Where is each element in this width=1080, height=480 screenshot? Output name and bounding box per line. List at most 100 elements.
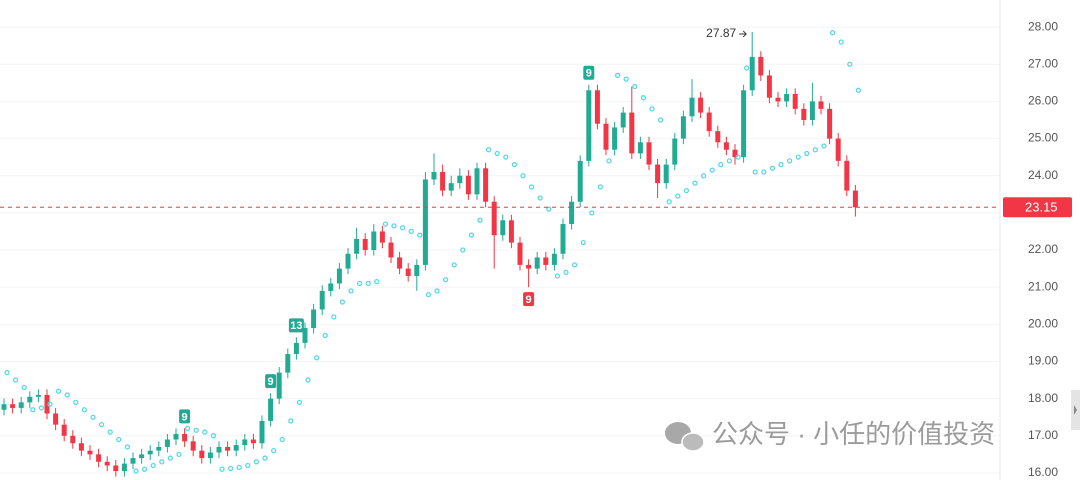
- candle-body: [637, 142, 643, 154]
- y-tick-label: 25.00: [1028, 131, 1058, 145]
- sar-dot: [202, 429, 208, 435]
- sar-dot: [606, 158, 612, 164]
- marker-badge: [523, 292, 535, 307]
- candle-body: [517, 242, 523, 265]
- candle-body: [27, 396, 33, 403]
- sar-dot: [107, 429, 113, 435]
- max-annotation: 27.87: [706, 26, 736, 40]
- sar-dot: [520, 173, 526, 179]
- sar-dot: [176, 451, 182, 458]
- marker-label: 13: [290, 320, 302, 332]
- y-tick-label: 17.00: [1028, 428, 1058, 442]
- y-tick-label: 18.00: [1028, 391, 1058, 405]
- wechat-icon: [681, 432, 705, 452]
- sar-dot: [752, 169, 758, 175]
- candle-body: [749, 56, 755, 91]
- sar-dot: [442, 277, 449, 283]
- candle-body: [852, 190, 858, 208]
- candle-body: [560, 224, 566, 254]
- sar-dot: [288, 418, 294, 424]
- candle-body: [792, 93, 798, 109]
- sar-dot: [55, 388, 62, 394]
- sar-dot: [313, 355, 320, 361]
- sar-dot: [382, 221, 389, 227]
- candle-body: [147, 450, 153, 455]
- candle-body: [345, 253, 351, 269]
- sar-dot: [73, 399, 79, 406]
- sar-dot: [468, 232, 475, 238]
- candle-body: [207, 452, 213, 459]
- sar-dot: [64, 392, 70, 398]
- sar-dot: [150, 462, 156, 469]
- sar-dot: [649, 106, 655, 112]
- candle-body: [190, 441, 196, 451]
- sar-dot: [855, 87, 862, 93]
- sar-dot: [829, 30, 836, 36]
- sar-dot: [666, 199, 672, 205]
- sar-dot: [632, 83, 638, 90]
- sar-dot: [331, 314, 337, 320]
- candle-body: [130, 458, 136, 464]
- candle-body: [646, 142, 652, 165]
- sar-dot: [270, 448, 277, 454]
- candle-body: [405, 268, 411, 277]
- y-tick-label: 20.00: [1028, 317, 1058, 331]
- candle-body: [844, 160, 850, 191]
- sar-dot: [546, 206, 552, 212]
- marker-label: 9: [268, 376, 274, 388]
- grid: [0, 26, 1000, 474]
- candle-body: [758, 56, 764, 76]
- candle-body: [328, 283, 334, 291]
- sar-dot: [786, 158, 793, 164]
- candle-body: [61, 424, 67, 436]
- sar-dot: [124, 444, 131, 450]
- candle-body: [543, 257, 549, 265]
- candle-body: [78, 443, 84, 451]
- sar-dot: [339, 299, 346, 305]
- candle-body: [285, 354, 291, 373]
- scroll-arrow[interactable]: [1074, 405, 1077, 415]
- candle-body: [715, 131, 721, 143]
- candle-body: [465, 175, 471, 195]
- candle-body: [508, 220, 514, 243]
- sar-dot: [589, 210, 595, 216]
- sar-dot: [804, 150, 810, 157]
- candle-body: [586, 90, 592, 161]
- candle-body: [319, 290, 325, 310]
- candle-body: [379, 231, 385, 243]
- sar-dot: [227, 465, 234, 472]
- sar-dot: [408, 228, 414, 235]
- candle-body: [827, 108, 833, 139]
- sar-dot: [451, 262, 457, 268]
- candle-body: [104, 461, 110, 466]
- sar-dot: [623, 76, 629, 82]
- sar-dot: [778, 161, 784, 168]
- candle-body: [569, 201, 575, 225]
- candle-body: [663, 164, 669, 184]
- candle-body: [706, 112, 712, 132]
- sar-dot: [580, 239, 586, 246]
- sar-dot: [528, 184, 535, 190]
- sar-dot: [477, 217, 483, 223]
- candle-body: [113, 465, 119, 472]
- watermark-text: 公众号 · 小任的价值投资: [712, 419, 995, 449]
- candle-body: [233, 445, 239, 451]
- candle-body: [474, 168, 480, 195]
- sar-dot: [434, 288, 440, 294]
- candle-body: [775, 97, 781, 102]
- max-arrow: [739, 30, 747, 38]
- marker-badge: [179, 409, 191, 424]
- sar-dot: [640, 95, 647, 101]
- sar-dot: [700, 173, 707, 179]
- marker-badge: [583, 65, 595, 80]
- candle-body: [818, 101, 824, 109]
- candle-body: [18, 402, 24, 408]
- sar-dot: [597, 184, 604, 190]
- candle-body: [259, 420, 265, 444]
- sar-dot: [511, 161, 518, 168]
- candle-body: [354, 238, 360, 254]
- plot: 9 9 13 9 9 27.87: [0, 26, 1000, 477]
- candle-body: [440, 172, 446, 191]
- sar-dot: [494, 150, 500, 157]
- candle-body: [35, 394, 41, 397]
